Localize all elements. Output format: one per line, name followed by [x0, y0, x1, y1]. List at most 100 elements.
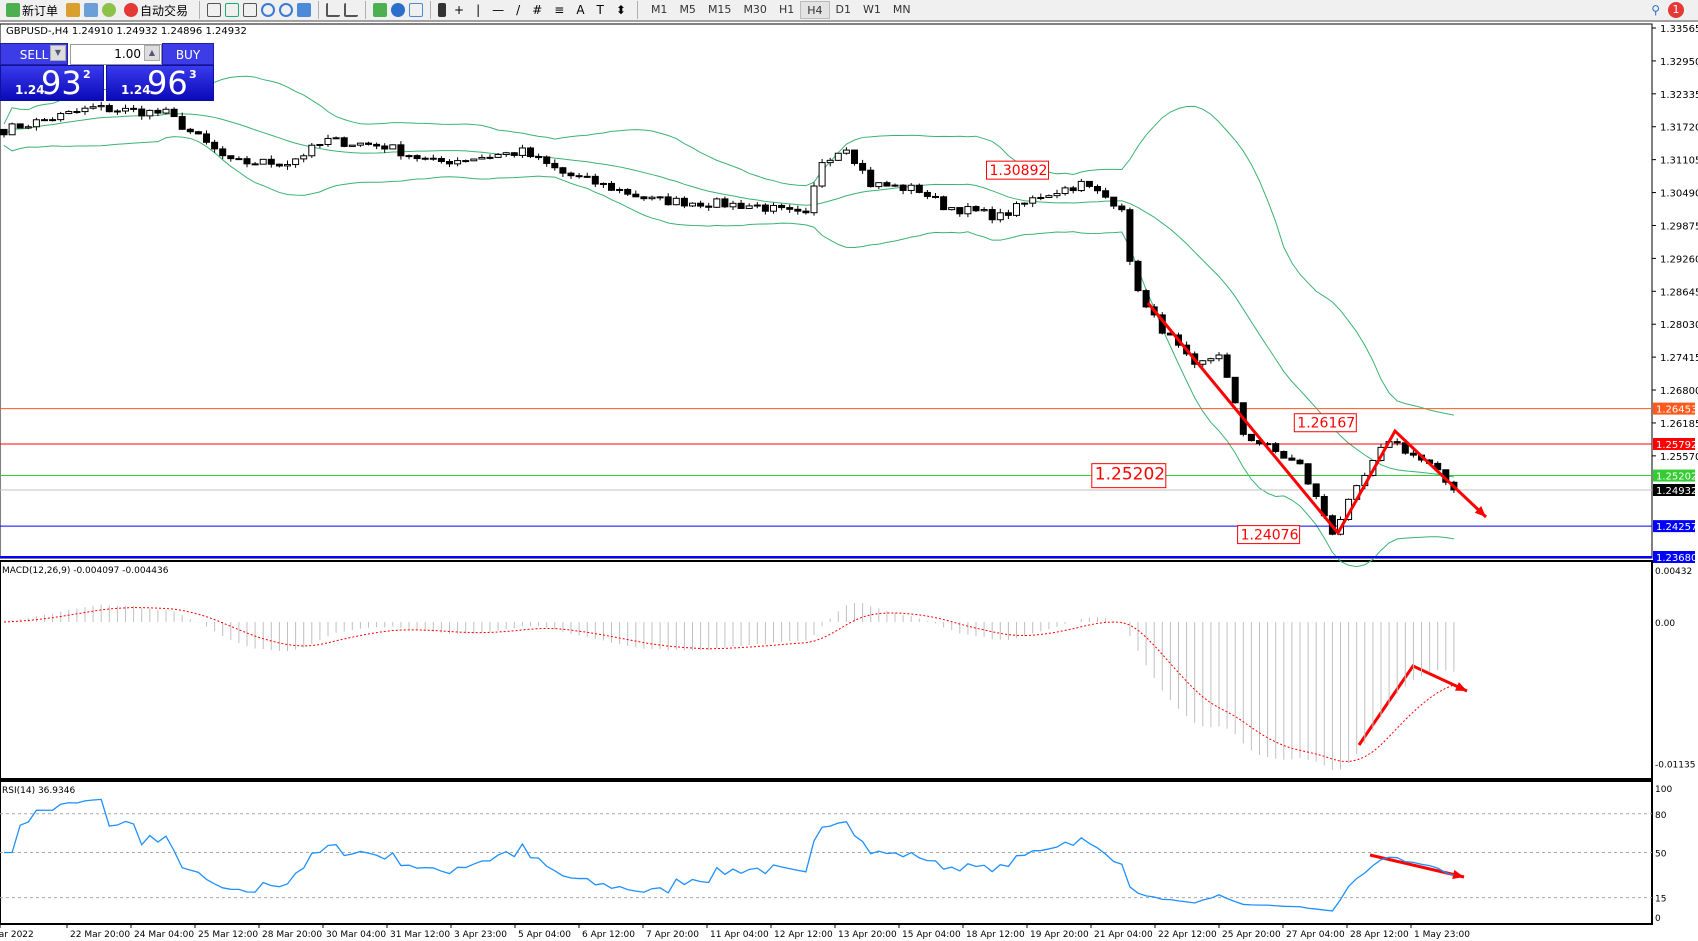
history-icon[interactable] — [66, 3, 81, 17]
candle-body — [227, 155, 235, 160]
lot-increase-button[interactable]: ▲ — [144, 45, 160, 61]
candle-body — [761, 204, 769, 212]
time-axis-label: 11 Apr 04:00 — [710, 930, 769, 940]
candle-body — [1288, 457, 1296, 461]
timeframe-mn[interactable]: MN — [892, 3, 911, 16]
candle-body — [97, 105, 105, 108]
horizontal-line-icon[interactable]: — — [492, 3, 505, 17]
sell-price[interactable]: 1.24 93 2 — [0, 64, 104, 102]
candle-body — [575, 175, 583, 178]
buy-button[interactable]: BUY — [162, 43, 214, 65]
chart-shift-icon[interactable] — [344, 3, 359, 17]
price-trend-arrow — [1146, 302, 1488, 536]
buy-price[interactable]: 1.24 96 3 — [106, 64, 214, 102]
candle-body — [867, 169, 875, 188]
cursor-icon[interactable] — [438, 3, 447, 17]
text-icon[interactable]: A — [576, 3, 585, 17]
autoscroll-icon[interactable] — [326, 3, 341, 17]
time-axis-label: 22 Mar 20:00 — [70, 930, 130, 940]
candle-body — [729, 202, 737, 208]
timeframe-h4[interactable]: H4 — [800, 1, 830, 19]
tile-windows-icon[interactable] — [297, 3, 312, 17]
zoom-out-icon[interactable] — [279, 3, 294, 17]
candle-body — [640, 196, 648, 200]
signal-icon[interactable] — [102, 3, 117, 17]
new-order-label: 新订单 — [22, 3, 59, 18]
price-axis-label: 1.27415 — [1660, 353, 1698, 364]
candle-body — [745, 205, 753, 209]
candle-body — [1037, 196, 1045, 199]
one-click-trading-panel: SELL 1.00 ▼ ▲ BUY 1.24 93 2 1.24 96 3 — [0, 43, 214, 102]
bar-chart-icon[interactable] — [207, 3, 222, 17]
time-axis-label: 1 May 23:00 — [1414, 930, 1470, 940]
candle-body — [705, 205, 713, 208]
auto-trading-button[interactable]: 自动交易 — [120, 0, 192, 20]
rsi-label: RSI(14) 36.9346 — [2, 786, 75, 796]
candle-body — [842, 149, 850, 154]
fibonacci-icon[interactable]: ≡ — [554, 3, 565, 17]
timeframe-d1[interactable]: D1 — [835, 3, 851, 16]
line-chart-icon[interactable] — [243, 3, 258, 17]
candle-body — [591, 175, 599, 185]
timeframe-m1[interactable]: M1 — [650, 3, 668, 16]
periods-icon[interactable] — [391, 3, 406, 17]
trendline-icon[interactable]: / — [516, 3, 521, 17]
candle-body — [1102, 190, 1110, 198]
candle-body — [105, 105, 113, 113]
candle-body — [518, 147, 526, 156]
price-axis-label: 1.29875 — [1660, 221, 1698, 232]
timeframe-m30[interactable]: M30 — [743, 3, 767, 16]
price-level-tag — [1653, 469, 1695, 482]
candle-body — [267, 158, 275, 165]
candle-body — [616, 188, 624, 191]
timeframe-w1[interactable]: W1 — [862, 3, 881, 16]
candle-body — [753, 204, 761, 207]
zoom-in-icon[interactable] — [261, 3, 276, 17]
candle-body — [1280, 450, 1288, 459]
candle-body — [778, 204, 786, 209]
candle-chart-icon[interactable] — [225, 3, 240, 17]
timeframe-m15[interactable]: M15 — [707, 3, 732, 16]
candle-body — [219, 148, 227, 157]
candle-body — [324, 137, 332, 145]
time-axis-label: 24 Mar 04:00 — [134, 930, 194, 940]
candle-body — [907, 184, 915, 191]
channel-icon[interactable]: # — [532, 3, 543, 17]
candle-body — [502, 152, 510, 156]
timeframe-m5[interactable]: M5 — [679, 3, 696, 16]
price-axis-label: 1.30490 — [1660, 189, 1698, 200]
crosshair-icon[interactable]: + — [454, 3, 465, 17]
candle-body — [567, 172, 575, 177]
candle-body — [32, 119, 40, 128]
candle-body — [980, 209, 988, 212]
arrows-icon[interactable]: ⬍ — [615, 3, 626, 17]
candle-body — [1304, 463, 1312, 485]
candle-body — [535, 156, 543, 159]
timeframe-h1[interactable]: H1 — [778, 3, 795, 16]
price-axis-label: 1.28645 — [1660, 287, 1698, 298]
indicators-icon[interactable] — [373, 3, 388, 17]
candle-body — [624, 188, 632, 195]
candle-body — [73, 111, 81, 114]
candle-body — [1061, 187, 1069, 195]
lot-size-input[interactable]: 1.00 — [70, 44, 162, 65]
candle-body — [948, 207, 956, 211]
candle-body — [470, 158, 478, 162]
candle-body — [1215, 354, 1223, 360]
price-annotation-box — [986, 160, 1049, 180]
price-axis-label: 1.28030 — [1660, 320, 1698, 331]
price-axis-label: 1.26185 — [1660, 419, 1698, 430]
text-label-icon[interactable]: T — [596, 3, 604, 17]
notification-badge[interactable]: 1 — [1668, 2, 1684, 18]
templates-icon[interactable] — [409, 3, 424, 17]
candle-body — [923, 191, 931, 197]
vertical-line-icon[interactable]: | — [476, 3, 481, 17]
new-order-button[interactable]: 新订单 — [2, 0, 62, 20]
search-icon[interactable]: ⚲ — [1651, 3, 1660, 17]
lot-decrease-button[interactable]: ▼ — [50, 45, 66, 61]
market-icon[interactable] — [84, 3, 99, 17]
candle-body — [494, 154, 502, 158]
candle-body — [664, 196, 672, 206]
candle-body — [1069, 187, 1077, 192]
